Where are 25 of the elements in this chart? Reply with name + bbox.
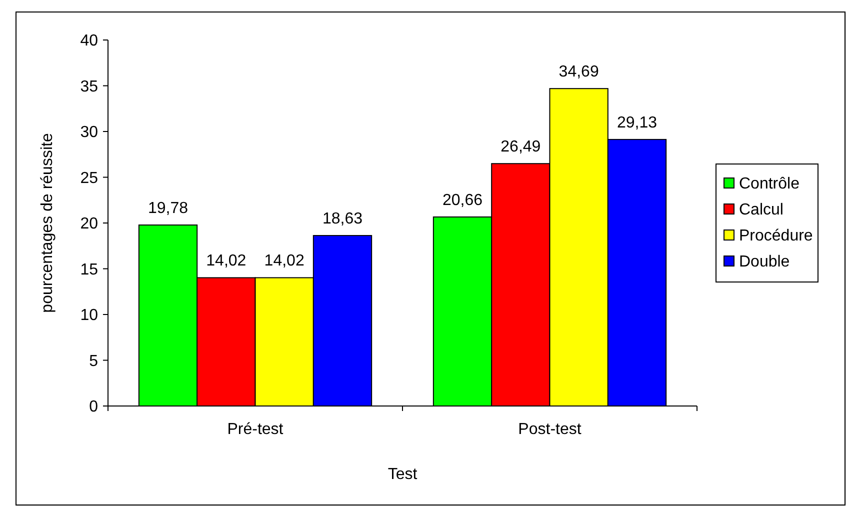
data-label: 26,49 (500, 138, 541, 156)
data-label: 34,69 (558, 64, 599, 81)
y-tick-label: 35 (80, 78, 98, 96)
data-label: 14,02 (206, 252, 246, 270)
x-tick-label: Pré-test (227, 421, 284, 438)
legend-label: Calcul (739, 202, 784, 219)
data-label: 20,66 (442, 192, 483, 209)
legend-label: Contrôle (739, 176, 800, 193)
data-label: 18,63 (322, 210, 363, 228)
legend-label: Double (739, 254, 790, 271)
y-tick-label: 20 (80, 216, 98, 233)
y-tick-label: 40 (80, 32, 98, 50)
y-tick-label: 0 (89, 398, 98, 416)
y-tick-label: 5 (89, 352, 98, 370)
data-label: 14,02 (264, 252, 304, 270)
x-axis-title: Test (388, 466, 418, 483)
data-label: 29,13 (616, 114, 658, 132)
data-label: 19,78 (148, 200, 188, 218)
y-tick-label: 30 (80, 124, 98, 142)
legend-label: Procédure (739, 228, 813, 245)
y-tick-label: 15 (80, 261, 98, 278)
y-axis-title: pourcentages de réussite (39, 133, 56, 313)
y-tick-label: 10 (80, 307, 98, 324)
y-tick-label: 25 (80, 170, 98, 187)
x-tick-label: Post-test (518, 421, 582, 438)
